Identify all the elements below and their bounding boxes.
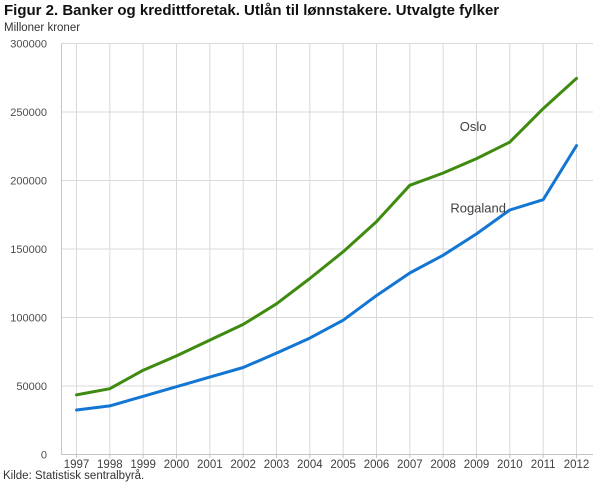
x-tick-label: 2006 xyxy=(364,459,390,471)
x-tick-label: 1999 xyxy=(130,459,156,471)
x-tick-label: 2004 xyxy=(297,459,323,471)
series-label-oslo: Oslo xyxy=(460,119,487,134)
x-tick-label: 2010 xyxy=(497,459,523,471)
x-tick-label: 2008 xyxy=(430,459,456,471)
y-tick-label: 100000 xyxy=(10,313,47,325)
source-note: Kilde: Statistisk sentralbyrå. xyxy=(3,470,145,482)
y-tick-label: 300000 xyxy=(10,39,47,51)
x-tick-label: 2003 xyxy=(264,459,290,471)
y-tick-label: 150000 xyxy=(10,244,47,256)
series-line-oslo xyxy=(75,76,578,397)
y-tick-label: 0 xyxy=(41,450,47,462)
x-tick-label: 2000 xyxy=(164,459,190,471)
y-tick-label: 200000 xyxy=(10,176,47,188)
x-tick-label: 2005 xyxy=(330,459,356,471)
x-tick-label: 2001 xyxy=(197,459,223,471)
y-tick-label: 250000 xyxy=(10,107,47,119)
series-label-rogaland: Rogaland xyxy=(450,201,506,216)
x-tick-label: 2007 xyxy=(397,459,423,471)
figure-title: Figur 2. Banker og kredittforetak. Utlån… xyxy=(4,2,500,19)
unit-label: Milloner kroner xyxy=(4,22,81,34)
x-tick-label: 2012 xyxy=(564,459,590,471)
y-tick-label: 50000 xyxy=(16,381,47,393)
x-tick-label: 2002 xyxy=(230,459,256,471)
x-tick-label: 1997 xyxy=(64,459,90,471)
x-tick-label: 2009 xyxy=(464,459,490,471)
x-tick-label: 2011 xyxy=(531,459,556,471)
series-line-rogaland xyxy=(75,144,578,412)
x-tick-label: 1998 xyxy=(97,459,123,471)
